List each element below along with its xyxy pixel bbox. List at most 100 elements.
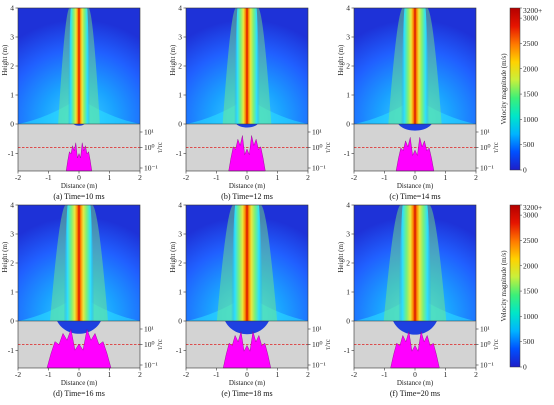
x-tick-label: -2 <box>15 173 21 182</box>
colorbar-tick-label: 3000 <box>523 14 538 23</box>
x-tick-label: -2 <box>351 370 357 379</box>
velocity-field <box>18 8 140 124</box>
jet-core <box>398 205 432 321</box>
colorbar-tick-label: 1000 <box>523 312 538 321</box>
panel-a: -2 -1 0 1 2 Distance (m) 4 3 2 1 0 -1 Height (m) 10¹ 1… <box>1 4 164 202</box>
x-tick-label: 1 <box>444 370 448 379</box>
x-tick-label: -2 <box>351 173 357 182</box>
colorbar-tick-label: 2000 <box>523 64 538 73</box>
colorbar-tick-label: 0 <box>523 363 527 372</box>
panel-caption: (a) Time=10 ms <box>53 192 104 201</box>
x-axis-label: Distance (m) <box>397 182 434 190</box>
secondary-y-axis-label: τ/τc <box>156 142 164 153</box>
y-tick-label: 3 <box>10 33 14 42</box>
colorbar-tick-label: 3200+ <box>523 203 542 212</box>
colorbar-tick-label: 500 <box>523 140 535 149</box>
y-tick-label: 1 <box>178 91 182 100</box>
colorbar-gradient <box>509 7 521 171</box>
secondary-y-tick-label: 10¹ <box>144 325 154 334</box>
panel-caption: (c) Time=14 ms <box>389 192 440 201</box>
crater <box>236 124 258 128</box>
colorbar-tick-label: 2000 <box>523 261 538 270</box>
colorbar-label: Velocity magnitude (m/s) <box>500 53 508 125</box>
y-tick-label: 0 <box>10 317 14 326</box>
shear-stress-profile <box>222 331 272 369</box>
secondary-y-tick-label: 10¹ <box>144 128 154 137</box>
y-tick-label: 0 <box>178 317 182 326</box>
y-tick-label: 4 <box>10 201 14 210</box>
x-tick-label: 2 <box>474 370 478 379</box>
y-tick-label: -1 <box>176 346 182 355</box>
secondary-y-tick-label: 10¹ <box>312 128 322 137</box>
x-tick-label: -1 <box>45 370 51 379</box>
crater <box>57 321 101 334</box>
y-axis-label: Height (m) <box>1 44 9 76</box>
y-tick-label: 3 <box>10 230 14 239</box>
colorbar-tick-label: 1500 <box>523 90 538 99</box>
x-tick-label: 0 <box>245 370 249 379</box>
velocity-field <box>18 205 140 321</box>
panel-c: -2 -1 0 1 2 Distance (m) 4 3 2 1 0 -1 Height (m) 10¹ 1… <box>337 4 500 202</box>
secondary-y-tick-label: 10⁰ <box>144 143 155 152</box>
x-tick-label: -1 <box>213 370 219 379</box>
secondary-y-tick-label: 10⁻¹ <box>480 361 494 370</box>
x-tick-label: -2 <box>15 370 21 379</box>
y-tick-label: -1 <box>176 149 182 158</box>
y-tick-label: 4 <box>178 201 182 210</box>
x-tick-label: 2 <box>306 370 310 379</box>
panel-grid: -2 -1 0 1 2 Distance (m) 4 3 2 1 0 -1 Height (m) 10¹ 1… <box>1 4 500 399</box>
x-tick-label: 0 <box>413 370 417 379</box>
panel-f: -2 -1 0 1 2 Distance (m) 4 3 2 1 0 -1 Height (m) 10¹ 1… <box>337 201 500 399</box>
velocity-field <box>354 205 476 321</box>
secondary-y-axis-label: τ/τc <box>492 142 500 153</box>
x-axis-label: Distance (m) <box>397 379 434 387</box>
jet-core <box>231 205 263 321</box>
shear-stress-profile <box>390 331 440 369</box>
x-tick-label: -1 <box>381 173 387 182</box>
panel-d: -2 -1 0 1 2 Distance (m) 4 3 2 1 0 -1 Height (m) 10¹ 1… <box>1 201 164 399</box>
colorbar-tick-label: 1000 <box>523 115 538 124</box>
shear-stress-profile <box>65 142 93 172</box>
secondary-y-axis-label: τ/τc <box>324 339 332 350</box>
y-tick-label: 0 <box>346 317 350 326</box>
y-tick-label: 1 <box>10 288 14 297</box>
secondary-y-axis-label: τ/τc <box>324 142 332 153</box>
y-tick-label: 2 <box>346 259 350 268</box>
x-axis-label: Distance (m) <box>61 379 98 387</box>
y-tick-label: 1 <box>346 288 350 297</box>
colorbar-tick-label: 3000 <box>523 211 538 220</box>
y-tick-label: 2 <box>10 62 14 71</box>
x-tick-label: -1 <box>381 370 387 379</box>
colorbar-tick-label: 2500 <box>523 236 538 245</box>
x-tick-label: 0 <box>413 173 417 182</box>
y-axis-label: Height (m) <box>169 44 177 76</box>
y-axis-label: Height (m) <box>1 241 9 273</box>
shear-stress-profile <box>228 135 266 172</box>
secondary-y-tick-label: 10⁻¹ <box>480 164 494 173</box>
crater <box>73 124 85 126</box>
panel-caption: (b) Time=12 ms <box>221 192 273 201</box>
secondary-y-tick-label: 10⁻¹ <box>144 164 158 173</box>
secondary-y-axis-label: τ/τc <box>156 339 164 350</box>
velocity-field <box>186 8 308 124</box>
colorbar-tick-label: 3200+ <box>523 6 542 15</box>
x-axis-label: Distance (m) <box>61 182 98 190</box>
x-tick-label: 2 <box>138 173 142 182</box>
secondary-y-tick-label: 10⁻¹ <box>312 361 326 370</box>
x-tick-label: -1 <box>213 173 219 182</box>
y-axis-label: Height (m) <box>337 44 345 76</box>
y-tick-label: -1 <box>344 149 350 158</box>
secondary-y-tick-label: 10⁰ <box>480 143 491 152</box>
shear-stress-profile <box>395 137 435 172</box>
colorbar-label: Velocity magnitude (m/s) <box>500 250 508 322</box>
y-tick-label: -1 <box>8 149 14 158</box>
secondary-y-tick-label: 10¹ <box>312 325 322 334</box>
x-tick-label: 0 <box>77 370 81 379</box>
panel-b: -2 -1 0 1 2 Distance (m) 4 3 2 1 0 -1 Height (m) 10¹ 1… <box>169 4 332 202</box>
x-tick-label: 2 <box>138 370 142 379</box>
secondary-y-tick-label: 10⁰ <box>144 340 155 349</box>
x-tick-label: 2 <box>306 173 310 182</box>
y-tick-label: -1 <box>344 346 350 355</box>
